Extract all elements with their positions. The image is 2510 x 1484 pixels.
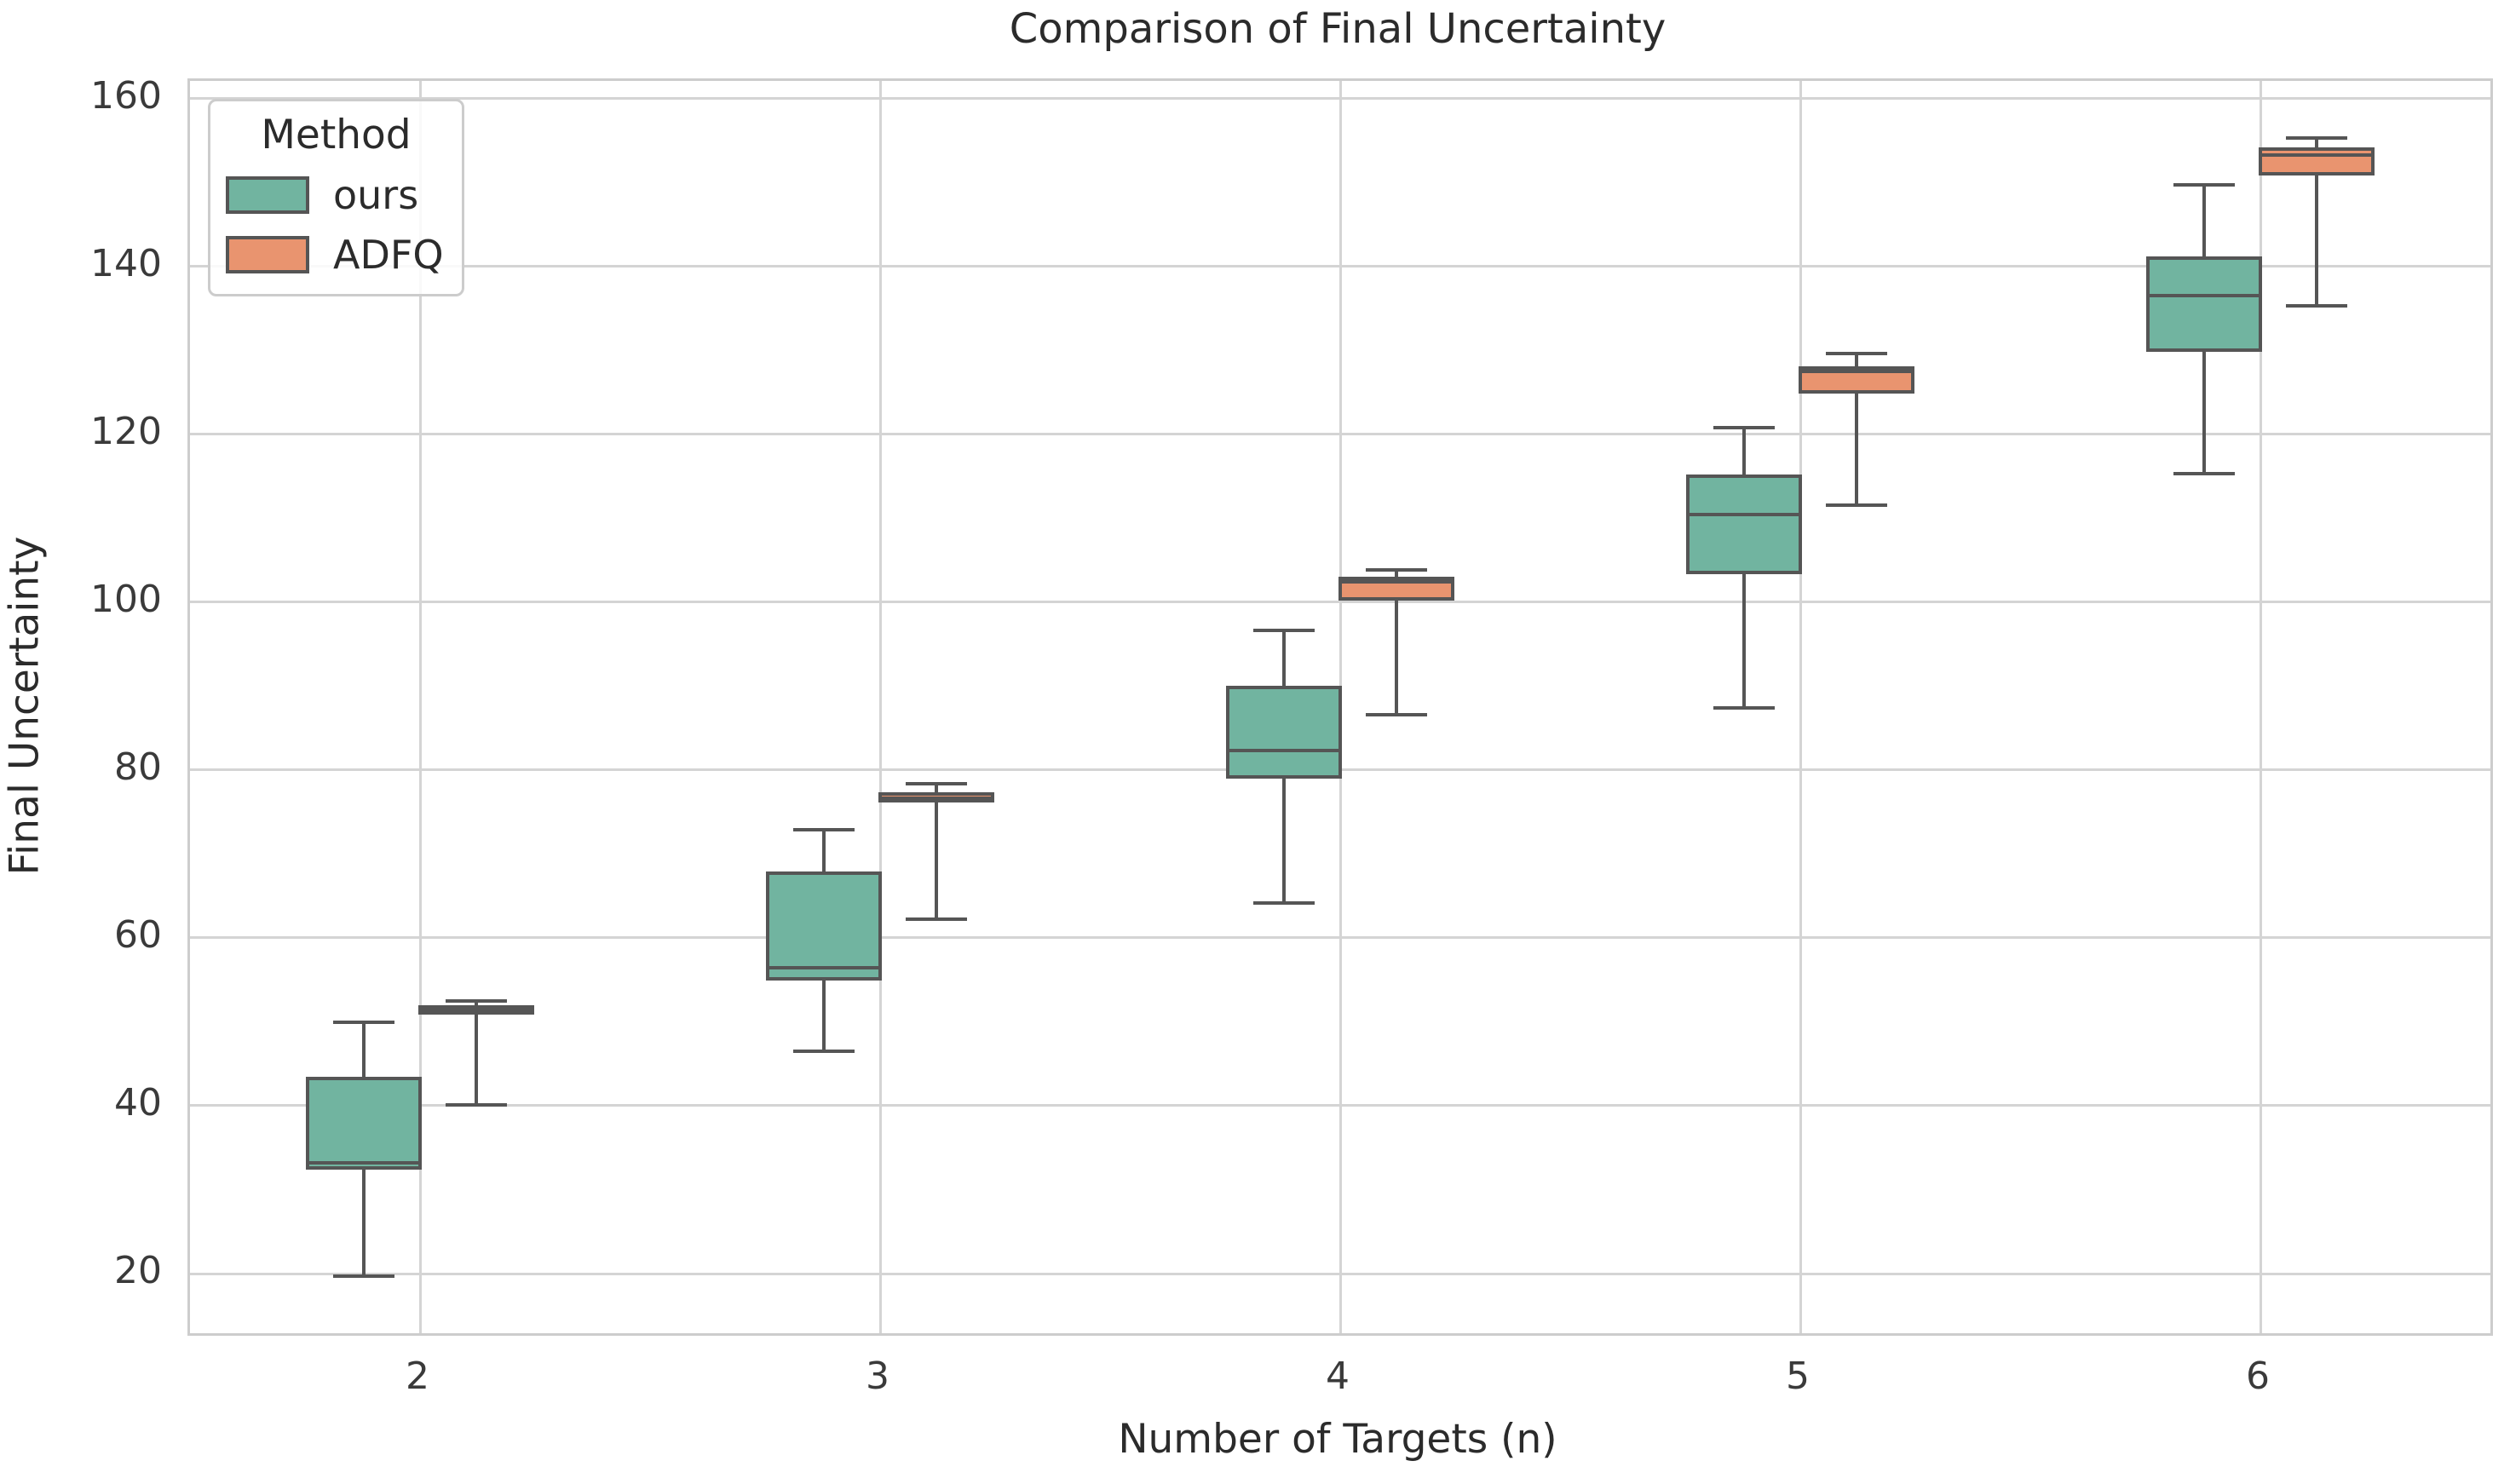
box-ADFQ-n5-lower-cap — [1826, 503, 1887, 507]
box-ours-n6 — [2146, 256, 2262, 353]
legend: Method ours ADFQ — [208, 99, 464, 296]
box-ours-n3-median — [766, 966, 882, 970]
legend-label-adfq: ADFQ — [333, 232, 444, 278]
plot-area — [187, 78, 2493, 1336]
box-ours-n3-upper-whisker — [822, 829, 826, 872]
box-ours-n2 — [306, 1076, 422, 1170]
box-ADFQ-n3-upper-whisker — [935, 783, 938, 792]
x-axis-label: Number of Targets (n) — [1118, 1416, 1557, 1463]
box-ours-n5-median — [1686, 513, 1802, 517]
box-ours-n3-lower-cap — [793, 1049, 855, 1053]
box-ADFQ-n2-lower-whisker — [475, 1014, 478, 1105]
box-ADFQ-n5-lower-whisker — [1855, 393, 1858, 505]
ytick-label-20: 20 — [114, 1249, 162, 1293]
box-ADFQ-n6-upper-whisker — [2315, 137, 2318, 147]
chart-title: Comparison of Final Uncertainty — [1009, 5, 1667, 53]
box-ours-n3 — [766, 871, 882, 981]
box-ADFQ-n4-lower-cap — [1366, 712, 1427, 716]
box-ADFQ-n6 — [2259, 147, 2375, 176]
box-ADFQ-n5-upper-whisker — [1855, 354, 1858, 366]
box-ours-n2-median — [306, 1160, 422, 1165]
ytick-label-60: 60 — [114, 912, 162, 957]
box-ADFQ-n2-lower-cap — [446, 1103, 507, 1107]
box-ADFQ-n4-upper-cap — [1366, 568, 1427, 572]
legend-item-ours: ours — [226, 172, 462, 218]
box-ours-n5-upper-cap — [1713, 425, 1775, 429]
box-ours-n6-lower-cap — [2173, 472, 2235, 476]
box-ours-n4-upper-cap — [1253, 629, 1315, 633]
box-ADFQ-n2-upper-whisker — [475, 1000, 478, 1005]
gridline-x-3 — [878, 81, 882, 1333]
gridline-x-2 — [418, 81, 422, 1333]
box-ADFQ-n5-median — [1799, 369, 1914, 373]
box-ours-n5-upper-whisker — [1742, 427, 1746, 475]
box-ours-n2-lower-whisker — [362, 1169, 366, 1276]
box-ADFQ-n6-lower-cap — [2286, 304, 2347, 308]
ytick-label-40: 40 — [114, 1080, 162, 1125]
box-ours-n6-upper-whisker — [2202, 185, 2206, 256]
box-ours-n4-median — [1226, 749, 1342, 753]
ytick-label-160: 160 — [90, 73, 162, 118]
box-ADFQ-n6-lower-whisker — [2315, 175, 2318, 307]
box-ADFQ-n6-upper-cap — [2286, 135, 2347, 140]
box-ours-n3-upper-cap — [793, 827, 855, 831]
box-ADFQ-n3-median — [878, 797, 994, 801]
box-ours-n4-lower-whisker — [1282, 778, 1286, 903]
legend-swatch-adfq — [226, 236, 309, 273]
box-ADFQ-n5-upper-cap — [1826, 352, 1887, 356]
box-ours-n5 — [1686, 475, 1802, 575]
box-ours-n6-median — [2146, 294, 2262, 298]
box-ours-n5-lower-cap — [1713, 705, 1775, 710]
gridline-x-5 — [1799, 81, 1802, 1333]
gridline-x-6 — [2259, 81, 2262, 1333]
xtick-label-2: 2 — [406, 1355, 429, 1398]
box-ADFQ-n3-lower-whisker — [935, 802, 938, 920]
box-ADFQ-n4-median — [1338, 580, 1454, 584]
box-ADFQ-n2-upper-cap — [446, 998, 507, 1003]
legend-title: Method — [261, 112, 412, 158]
box-ADFQ-n3-upper-cap — [906, 781, 967, 785]
box-ADFQ-n4-lower-whisker — [1395, 600, 1398, 715]
box-ours-n4-upper-whisker — [1282, 630, 1286, 687]
box-ours-n2-upper-whisker — [362, 1022, 366, 1077]
box-ours-n6-lower-whisker — [2202, 352, 2206, 475]
box-ours-n2-upper-cap — [333, 1021, 394, 1025]
box-ours-n4 — [1226, 686, 1342, 779]
box-ours-n6-upper-cap — [2173, 183, 2235, 187]
box-ours-n3-lower-whisker — [822, 981, 826, 1051]
ytick-label-80: 80 — [114, 745, 162, 789]
xtick-label-4: 4 — [1326, 1355, 1350, 1398]
legend-label-ours: ours — [333, 172, 419, 218]
legend-swatch-ours — [226, 176, 309, 214]
ytick-label-140: 140 — [90, 241, 162, 285]
box-ADFQ-n3-lower-cap — [906, 917, 967, 922]
xtick-label-6: 6 — [2246, 1355, 2270, 1398]
box-ADFQ-n4-upper-whisker — [1395, 570, 1398, 578]
legend-item-adfq: ADFQ — [226, 232, 462, 278]
box-ADFQ-n6-median — [2259, 152, 2375, 157]
box-ADFQ-n4 — [1338, 577, 1454, 601]
box-ours-n4-lower-cap — [1253, 900, 1315, 905]
ytick-label-100: 100 — [90, 577, 162, 621]
box-ours-n5-lower-whisker — [1742, 574, 1746, 708]
ytick-label-120: 120 — [90, 409, 162, 453]
xtick-label-5: 5 — [1786, 1355, 1810, 1398]
box-ADFQ-n2-median — [418, 1008, 534, 1012]
box-ours-n2-lower-cap — [333, 1274, 394, 1278]
xtick-label-3: 3 — [866, 1355, 889, 1398]
